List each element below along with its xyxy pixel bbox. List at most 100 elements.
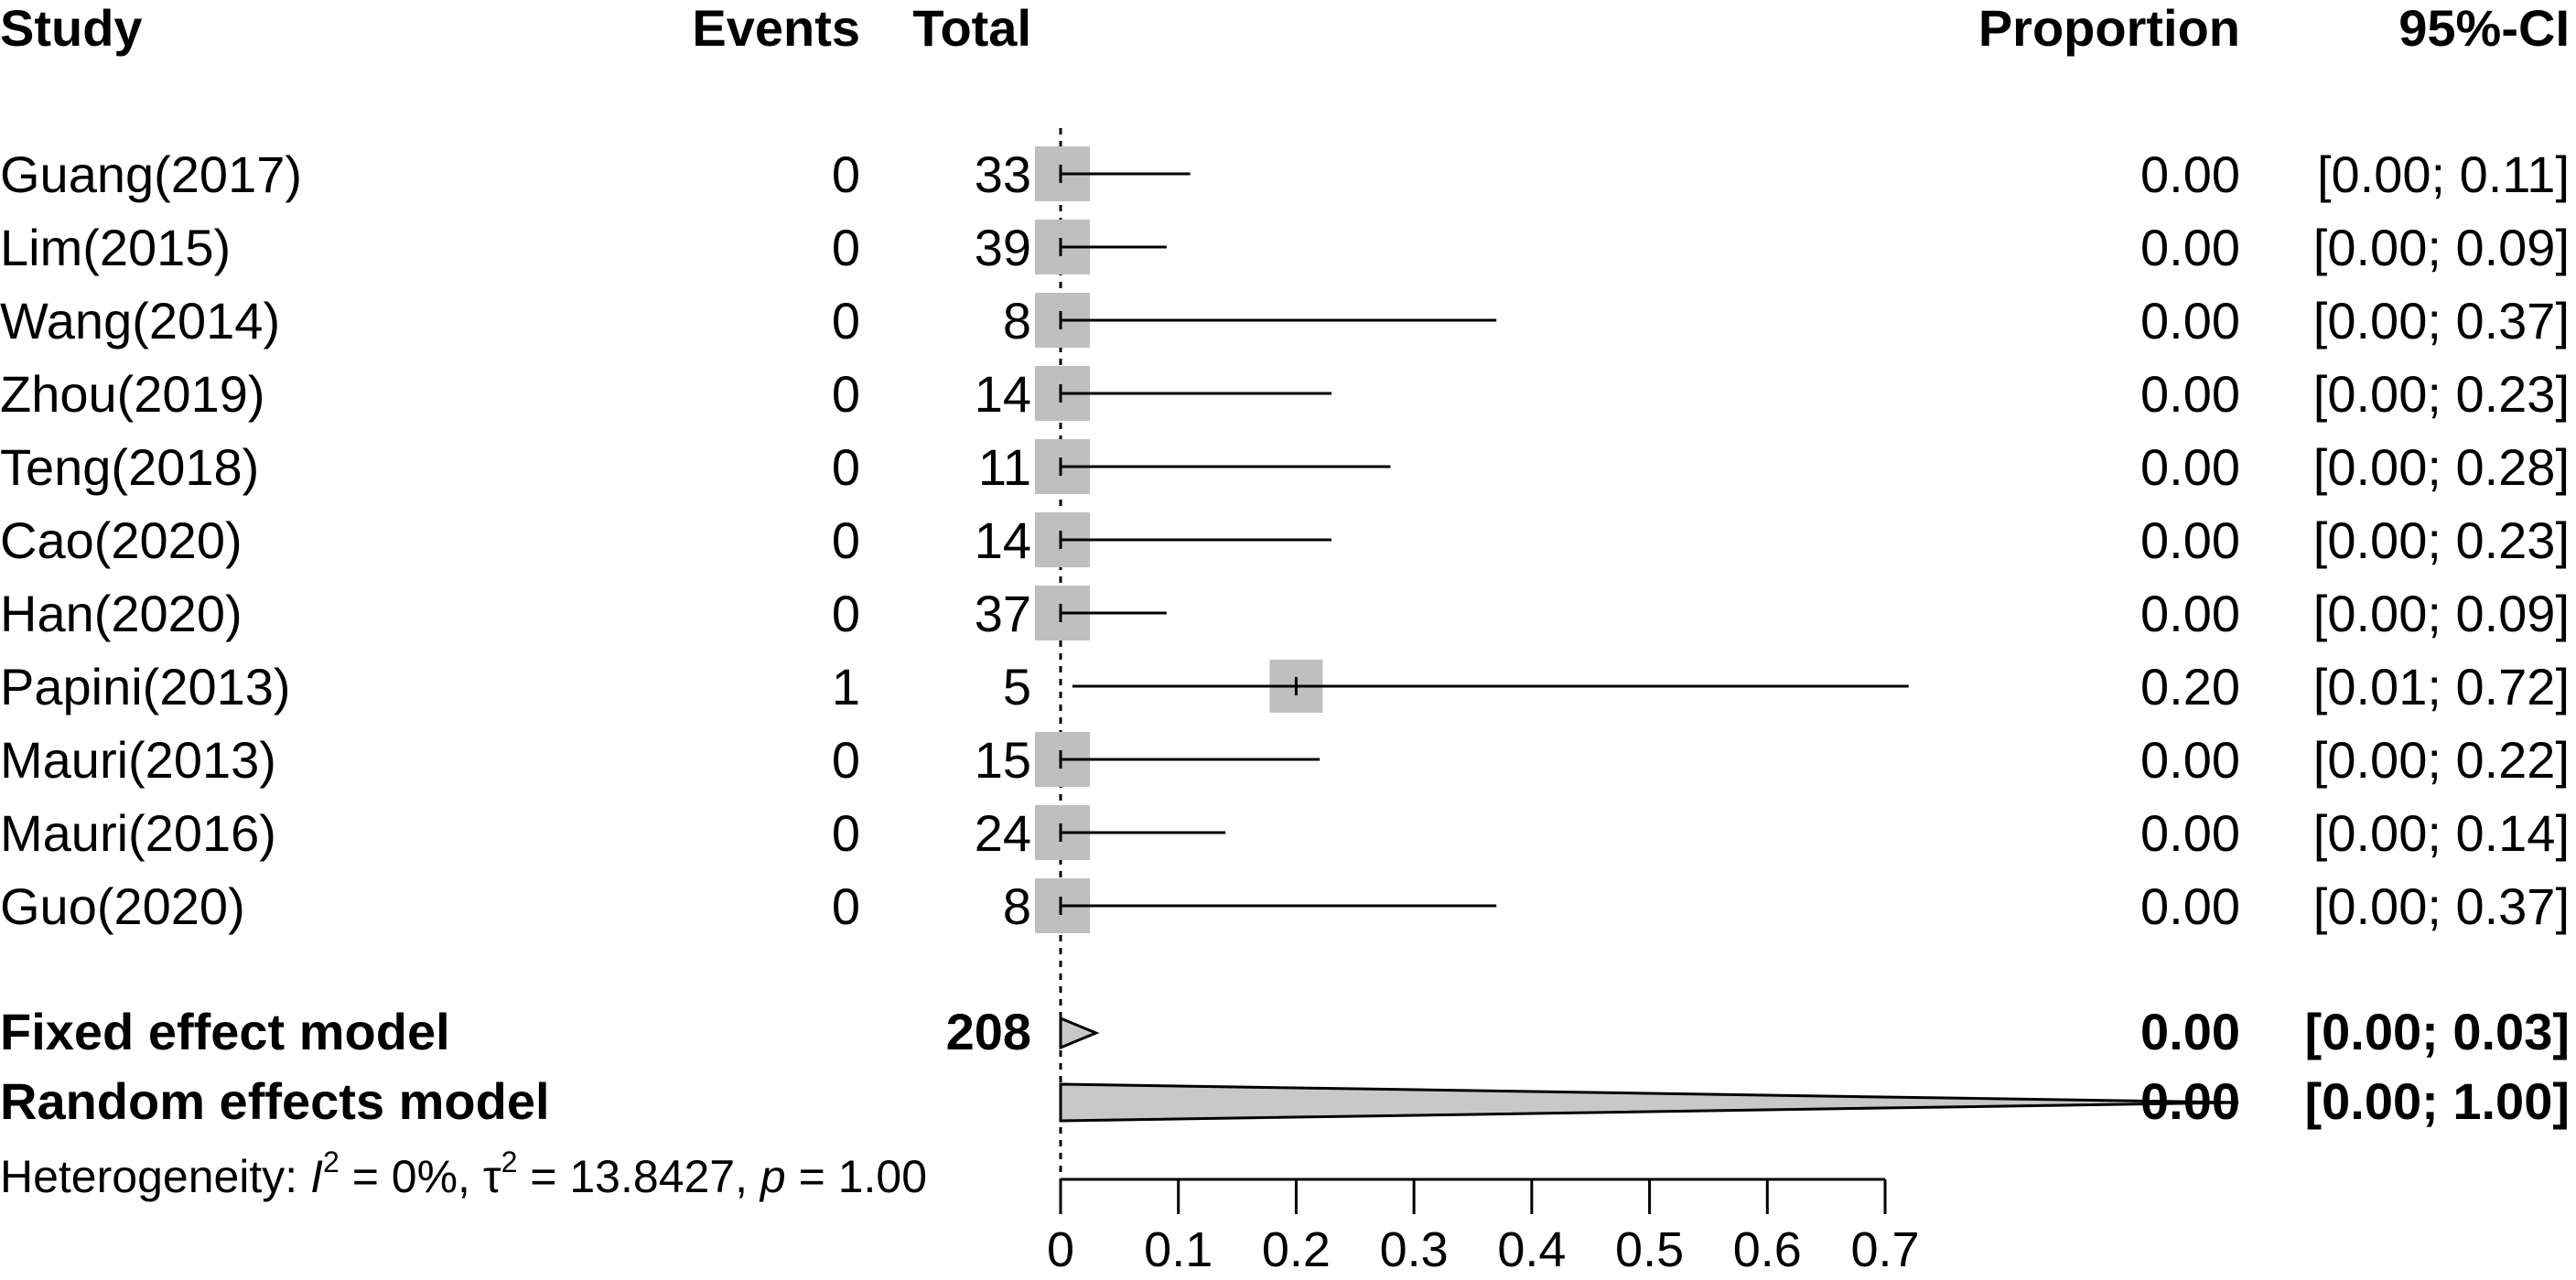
study-proportion: 0.00 bbox=[2140, 511, 2240, 569]
study-name: Wang(2014) bbox=[0, 292, 280, 350]
study-row: Papini(2013) 1 5 0.20 [0.01; 0.72] bbox=[0, 658, 2570, 715]
study-events: 0 bbox=[832, 438, 860, 496]
study-events: 0 bbox=[832, 511, 860, 569]
study-events: 0 bbox=[832, 365, 860, 423]
study-name: Guo(2020) bbox=[0, 877, 245, 935]
study-row: Mauri(2016) 0 24 0.00 [0.00; 0.14] bbox=[0, 804, 2570, 862]
heterogeneity-prefix: Heterogeneity: bbox=[0, 1151, 310, 1202]
study-proportion: 0.20 bbox=[2140, 658, 2240, 715]
study-events: 0 bbox=[832, 804, 860, 862]
study-proportion: 0.00 bbox=[2140, 365, 2240, 423]
study-events: 1 bbox=[832, 658, 860, 715]
random-effects-row: Random effects model 0.00 [0.00; 1.00] bbox=[0, 1072, 2570, 1130]
p-symbol: p bbox=[759, 1151, 786, 1202]
plot-area: 0 0.1 0.2 0.3 0.4 0.5 0.6 0.7 bbox=[1047, 128, 2239, 1277]
study-proportion: 0.00 bbox=[2140, 219, 2240, 276]
study-proportion: 0.00 bbox=[2140, 731, 2240, 789]
i2-superscript: 2 bbox=[323, 1146, 340, 1178]
study-proportion: 0.00 bbox=[2140, 877, 2240, 935]
study-total: 37 bbox=[975, 585, 1031, 642]
study-total: 24 bbox=[975, 804, 1031, 862]
x-axis-tick-label: 0.4 bbox=[1497, 1222, 1566, 1277]
study-row: Guang(2017) 0 33 0.00 [0.00; 0.11] bbox=[0, 145, 2570, 203]
study-ci: [0.00; 0.23] bbox=[2313, 511, 2570, 569]
study-total: 14 bbox=[975, 511, 1031, 569]
study-total: 14 bbox=[975, 365, 1031, 423]
study-events: 0 bbox=[832, 145, 860, 203]
random-effects-ci: [0.00; 1.00] bbox=[2305, 1072, 2571, 1130]
header-ci: 95%-CI bbox=[2398, 0, 2570, 57]
study-row: Han(2020) 0 37 0.00 [0.00; 0.09] bbox=[0, 585, 2570, 642]
study-ci: [0.00; 0.11] bbox=[2317, 145, 2570, 203]
x-axis-tick-label: 0.3 bbox=[1380, 1222, 1449, 1277]
study-row: Guo(2020) 0 8 0.00 [0.00; 0.37] bbox=[0, 877, 2570, 935]
study-total: 39 bbox=[975, 219, 1031, 276]
study-ci: [0.00; 0.37] bbox=[2313, 292, 2570, 350]
tau2-symbol: τ bbox=[483, 1151, 501, 1202]
header-total: Total bbox=[912, 0, 1031, 57]
fixed-effect-label: Fixed effect model bbox=[0, 1003, 450, 1060]
study-row: Teng(2018) 0 11 0.00 [0.00; 0.28] bbox=[0, 438, 2570, 496]
study-proportion: 0.00 bbox=[2140, 292, 2240, 350]
random-effects-label: Random effects model bbox=[0, 1072, 550, 1130]
study-total: 5 bbox=[1003, 658, 1031, 715]
random-effects-proportion: 0.00 bbox=[2140, 1072, 2240, 1130]
p-value: = 1.00 bbox=[786, 1151, 927, 1202]
study-row: Mauri(2013) 0 15 0.00 [0.00; 0.22] bbox=[0, 731, 2570, 789]
study-proportion: 0.00 bbox=[2140, 145, 2240, 203]
x-axis-tick-label: 0.7 bbox=[1850, 1222, 1919, 1277]
study-ci: [0.00; 0.23] bbox=[2313, 365, 2570, 423]
study-row: Zhou(2019) 0 14 0.00 [0.00; 0.23] bbox=[0, 365, 2570, 423]
study-events: 0 bbox=[832, 731, 860, 789]
fixed-effect-total: 208 bbox=[946, 1003, 1031, 1060]
study-total: 11 bbox=[978, 438, 1031, 496]
heterogeneity-text: Heterogeneity: I2 = 0%, τ2 = 13.8427, p … bbox=[0, 1146, 927, 1202]
study-name: Mauri(2013) bbox=[0, 731, 276, 789]
study-row: Lim(2015) 0 39 0.00 [0.00; 0.09] bbox=[0, 219, 2570, 276]
study-ci: [0.00; 0.37] bbox=[2313, 877, 2570, 935]
x-axis-tick-label: 0 bbox=[1047, 1222, 1074, 1277]
study-name: Mauri(2016) bbox=[0, 804, 276, 862]
study-ci: [0.01; 0.72] bbox=[2313, 658, 2570, 715]
tau2-superscript: 2 bbox=[501, 1146, 518, 1178]
study-total: 8 bbox=[1003, 292, 1031, 350]
x-axis-tick-label: 0.6 bbox=[1733, 1222, 1802, 1277]
study-name: Zhou(2019) bbox=[0, 365, 265, 423]
fixed-effect-proportion: 0.00 bbox=[2140, 1003, 2240, 1060]
fixed-effect-diamond bbox=[1059, 1016, 1100, 1050]
x-axis-tick-label: 0.1 bbox=[1144, 1222, 1213, 1277]
study-proportion: 0.00 bbox=[2140, 438, 2240, 496]
x-axis-tick-label: 0.2 bbox=[1262, 1222, 1331, 1277]
study-total: 15 bbox=[975, 731, 1031, 789]
study-name: Guang(2017) bbox=[0, 145, 302, 203]
study-row: Cao(2020) 0 14 0.00 [0.00; 0.23] bbox=[0, 511, 2570, 569]
i2-value: = 0%, bbox=[340, 1151, 483, 1202]
study-events: 0 bbox=[832, 877, 860, 935]
study-events: 0 bbox=[832, 585, 860, 642]
study-total: 8 bbox=[1003, 877, 1031, 935]
study-proportion: 0.00 bbox=[2140, 804, 2240, 862]
x-axis-tick-label: 0.5 bbox=[1615, 1222, 1684, 1277]
study-ci: [0.00; 0.14] bbox=[2313, 804, 2570, 862]
study-name: Cao(2020) bbox=[0, 511, 243, 569]
tau2-value: = 13.8427, bbox=[517, 1151, 760, 1202]
i2-symbol: I bbox=[310, 1151, 323, 1202]
header-proportion: Proportion bbox=[1978, 0, 2240, 57]
study-ci: [0.00; 0.09] bbox=[2313, 219, 2570, 276]
study-events: 0 bbox=[832, 219, 860, 276]
study-ci: [0.00; 0.09] bbox=[2313, 585, 2570, 642]
study-total: 33 bbox=[975, 145, 1031, 203]
study-proportion: 0.00 bbox=[2140, 585, 2240, 642]
random-effects-diamond bbox=[1059, 1082, 2239, 1123]
header-events: Events bbox=[692, 0, 860, 57]
study-name: Lim(2015) bbox=[0, 219, 231, 276]
study-name: Papini(2013) bbox=[0, 658, 291, 715]
study-name: Han(2020) bbox=[0, 585, 243, 642]
study-events: 0 bbox=[832, 292, 860, 350]
study-ci: [0.00; 0.22] bbox=[2313, 731, 2570, 789]
study-row: Wang(2014) 0 8 0.00 [0.00; 0.37] bbox=[0, 292, 2570, 350]
header-study: Study bbox=[0, 0, 143, 57]
study-rows: Guang(2017) 0 33 0.00 [0.00; 0.11] Lim(2015) 0… bbox=[0, 145, 2570, 935]
study-ci: [0.00; 0.28] bbox=[2313, 438, 2570, 496]
